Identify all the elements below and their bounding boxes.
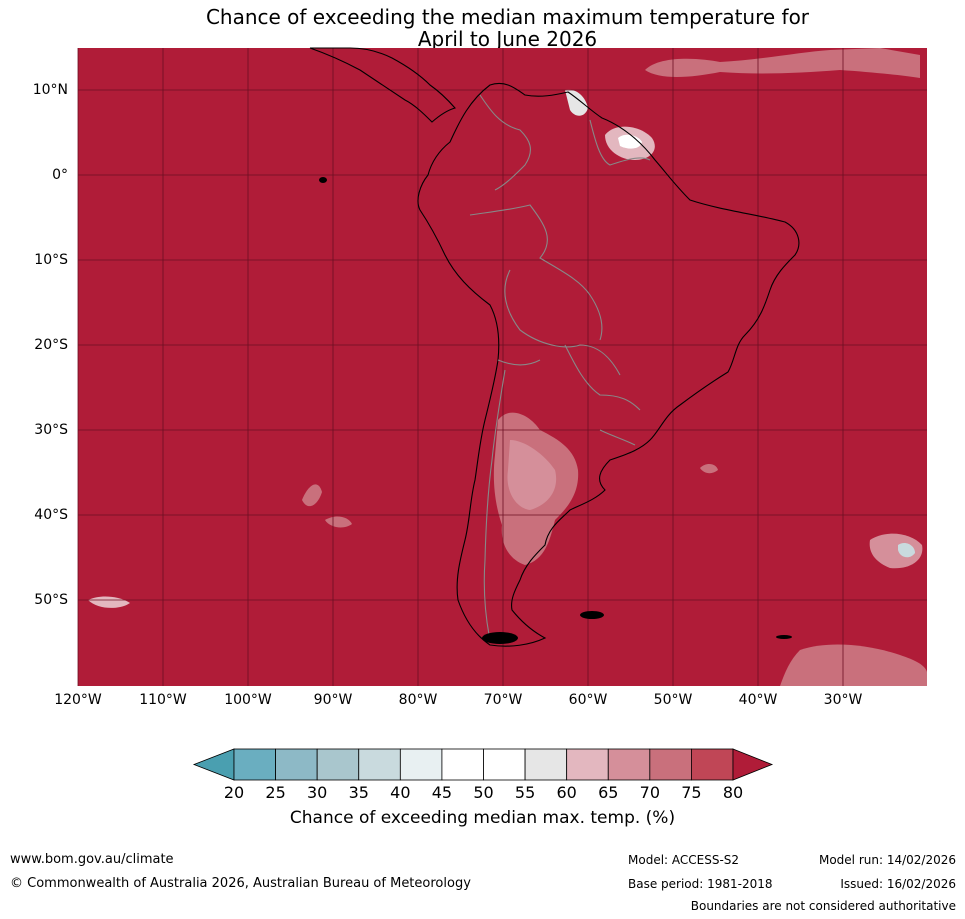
lat-label-20S: 20°S bbox=[34, 337, 68, 353]
colorbar-tick-label: 55 bbox=[514, 783, 536, 802]
colorbar-tick-label: 75 bbox=[681, 783, 702, 802]
lat-label-40S: 40°S bbox=[34, 507, 68, 523]
falkland-islands bbox=[580, 611, 604, 619]
colorbar-segment bbox=[566, 748, 609, 781]
border-bolivia bbox=[504, 269, 621, 376]
border-peru-chile bbox=[497, 359, 541, 366]
lon-label-70W: 70°W bbox=[483, 692, 523, 708]
footer-base-period: Base period: 1981-2018 bbox=[628, 877, 773, 891]
footer-issued: Issued: 16/02/2026 bbox=[840, 877, 956, 891]
footer-disclaimer: Boundaries are not considered authoritat… bbox=[690, 899, 956, 913]
contour-caribbean bbox=[565, 89, 588, 116]
colorbar-segment bbox=[399, 748, 443, 781]
contour-southern-ocean bbox=[780, 644, 927, 686]
colorbar-segment bbox=[524, 748, 568, 781]
lon-label-110W: 110°W bbox=[139, 692, 187, 708]
graticule bbox=[77, 48, 927, 686]
contour-south-atlantic-east bbox=[869, 533, 923, 569]
contour-pacific-2 bbox=[302, 484, 322, 507]
lat-label-10S: 10°S bbox=[34, 252, 68, 268]
footer-model: Model: ACCESS-S2 bbox=[628, 853, 740, 867]
colorbar-tick-label: 45 bbox=[431, 783, 453, 802]
contour-guiana-core bbox=[618, 134, 642, 149]
colorbar-segment bbox=[483, 748, 526, 781]
contour-north-atlantic bbox=[645, 48, 920, 78]
islands bbox=[319, 177, 792, 644]
colorbar-tick-label: 60 bbox=[556, 783, 577, 802]
border-colombia-venezuela bbox=[479, 94, 531, 191]
border-argentina-chile bbox=[483, 369, 506, 641]
south-america-coastline bbox=[417, 82, 800, 647]
lon-label-80W: 80°W bbox=[398, 692, 438, 708]
lon-label-30W: 30°W bbox=[823, 692, 863, 708]
footer-website[interactable]: www.bom.gov.au/climate bbox=[10, 852, 174, 867]
map-plot-area bbox=[78, 48, 927, 686]
contour-atlantic-2 bbox=[700, 464, 718, 474]
lon-label-100W: 100°W bbox=[224, 692, 272, 708]
border-uruguay bbox=[599, 429, 636, 446]
colorbar-tick-label: 50 bbox=[473, 783, 494, 802]
central-america-coastline bbox=[309, 47, 456, 123]
colorbar-extend-high bbox=[732, 748, 774, 781]
colorbar-tick-label: 70 bbox=[639, 783, 661, 802]
colorbar-segment bbox=[691, 748, 734, 781]
lat-label-10N: 10°N bbox=[32, 82, 68, 98]
colorbar-segment bbox=[275, 748, 318, 781]
south-georgia-island bbox=[776, 635, 792, 639]
map-title-line-1: Chance of exceeding the median maximum t… bbox=[205, 5, 810, 29]
galapagos-island bbox=[319, 177, 327, 183]
colorbar-tick-label: 20 bbox=[223, 783, 245, 802]
colorbar-segment bbox=[316, 748, 360, 781]
lat-label-30S: 30°S bbox=[34, 422, 68, 438]
colorbar-segment bbox=[233, 748, 276, 781]
colorbar-label: Chance of exceeding median max. temp. (%… bbox=[289, 808, 676, 828]
lon-label-90W: 90°W bbox=[313, 692, 353, 708]
map-title-line-2: April to June 2026 bbox=[417, 27, 598, 51]
lon-label-120W: 120°W bbox=[54, 692, 102, 708]
colorbar-segment bbox=[649, 748, 692, 781]
colorbar-extend-low bbox=[192, 748, 235, 781]
colorbar-segment bbox=[441, 748, 484, 781]
footer-copyright: © Commonwealth of Australia 2026, Austra… bbox=[10, 876, 471, 891]
contour-pacific-1 bbox=[88, 596, 130, 608]
tierra-del-fuego bbox=[482, 632, 518, 644]
lon-label-40W: 40°W bbox=[738, 692, 778, 708]
border-paraguay bbox=[564, 344, 641, 411]
probability-contours bbox=[88, 48, 927, 686]
lat-label-0: 0° bbox=[52, 167, 68, 183]
contour-patagonia-inner bbox=[507, 440, 557, 510]
footer-model-run: Model run: 14/02/2026 bbox=[818, 853, 956, 867]
lon-label-60W: 60°W bbox=[568, 692, 608, 708]
colorbar-tick-label: 80 bbox=[722, 783, 744, 802]
colorbar-segment bbox=[358, 748, 401, 781]
lat-label-50S: 50°S bbox=[34, 592, 68, 608]
border-brazil-west bbox=[469, 204, 603, 341]
country-borders bbox=[469, 94, 651, 641]
colorbar-tick-label: 35 bbox=[348, 783, 369, 802]
colorbar-tick-label: 25 bbox=[265, 783, 286, 802]
contour-pacific-3 bbox=[325, 516, 352, 528]
colorbar-tick-label: 30 bbox=[306, 783, 328, 802]
colorbar-tick-label: 65 bbox=[598, 783, 619, 802]
colorbar-segment bbox=[607, 748, 651, 781]
colorbar-tick-label: 40 bbox=[390, 783, 411, 802]
colorbar bbox=[192, 748, 774, 781]
border-guianas bbox=[589, 119, 651, 166]
lon-label-50W: 50°W bbox=[653, 692, 693, 708]
contour-south-atlantic-east-core bbox=[898, 542, 915, 558]
